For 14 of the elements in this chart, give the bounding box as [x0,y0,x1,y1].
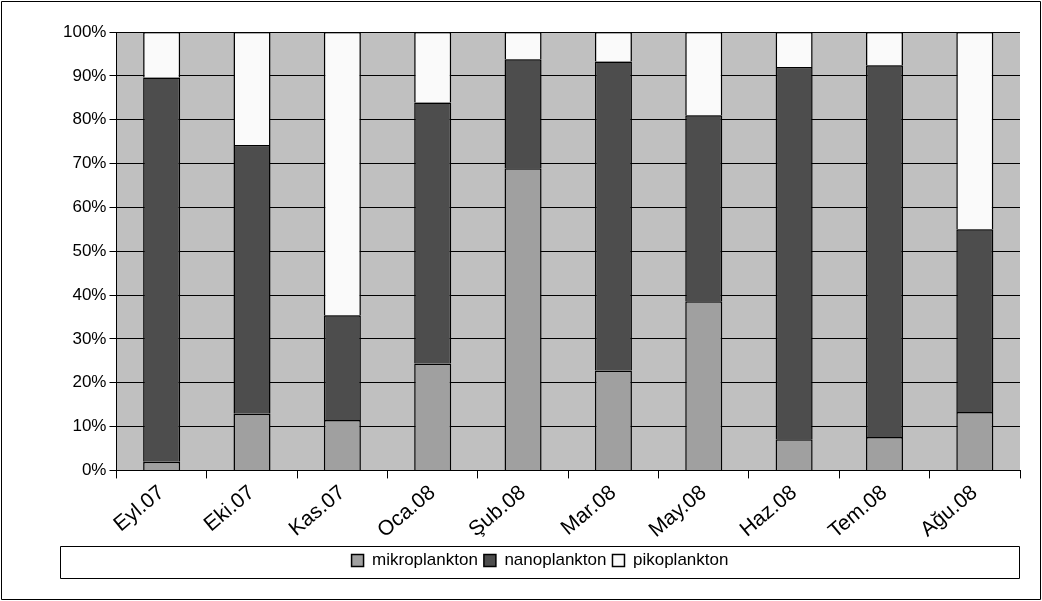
y-tick-label: 70% [72,153,107,173]
y-tick-label: 30% [72,328,107,348]
y-tick-label: 50% [72,240,107,260]
y-tick-label: 10% [72,416,107,436]
y-tick-label: 40% [72,284,107,304]
y-tick-label: 80% [72,109,107,129]
legend-label: nanoplankton [504,550,607,570]
y-tick-label: 0% [81,460,107,480]
y-tick-label: 20% [72,372,107,392]
legend-label: mikroplankton [372,550,478,570]
y-tick-label: 60% [72,197,107,217]
y-tick-label: 100% [63,21,107,41]
y-tick-label: 90% [72,65,107,85]
legend-label: pikoplankton [632,550,729,570]
